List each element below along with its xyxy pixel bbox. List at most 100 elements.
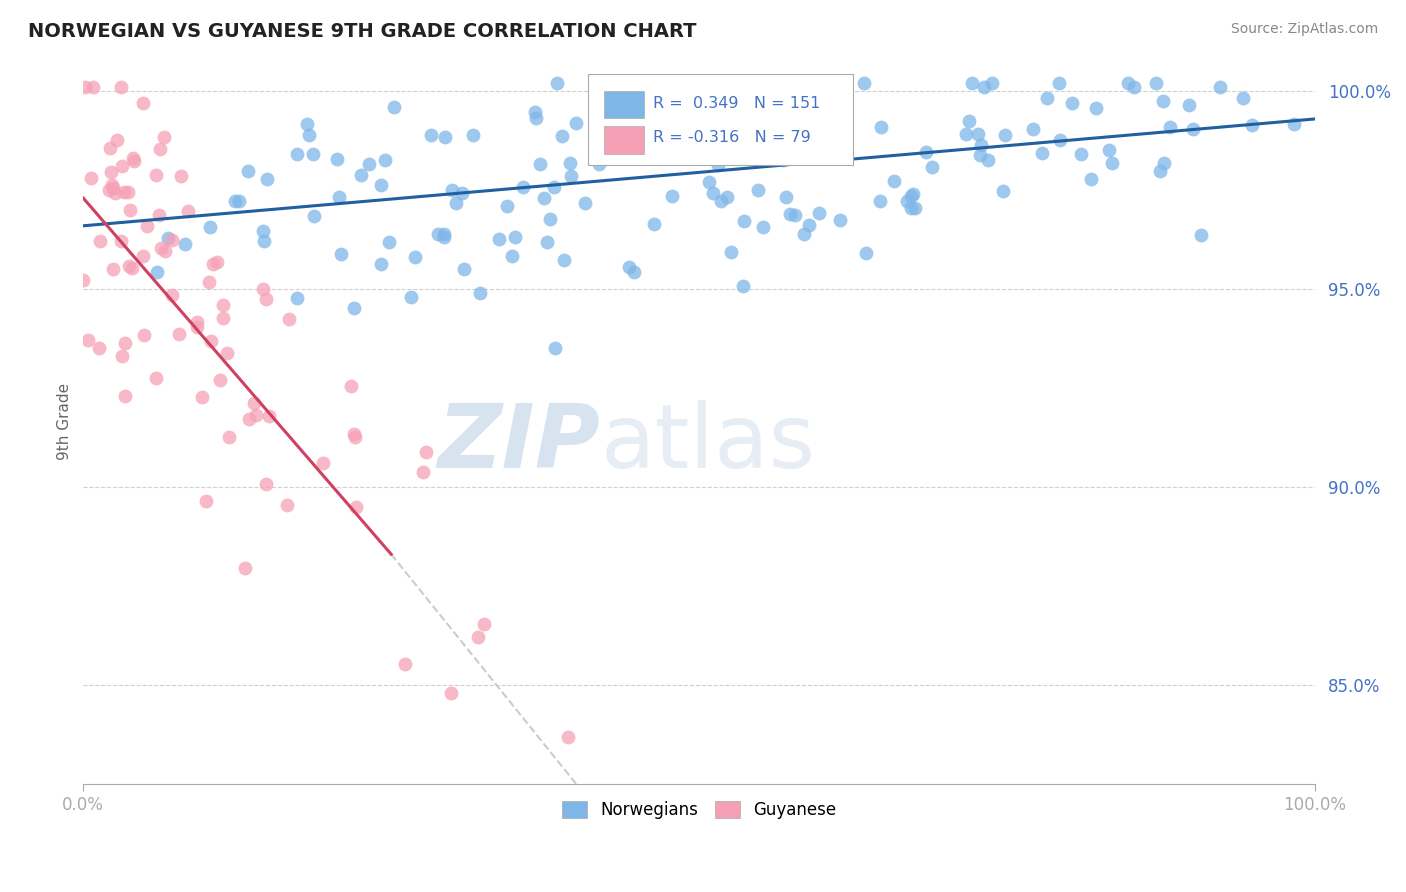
Point xyxy=(533,191,555,205)
Point xyxy=(110,234,132,248)
Point xyxy=(785,93,807,107)
Point xyxy=(955,127,977,141)
Point xyxy=(690,76,713,90)
Point xyxy=(811,111,834,125)
Point xyxy=(707,158,730,172)
Point xyxy=(623,265,645,279)
Point xyxy=(212,311,235,326)
Point xyxy=(276,499,298,513)
Point xyxy=(399,289,422,303)
Point xyxy=(697,175,720,189)
Point xyxy=(970,138,993,153)
Point xyxy=(112,185,135,199)
Point xyxy=(921,161,943,175)
Point xyxy=(132,95,155,110)
Point xyxy=(1282,117,1305,131)
Point xyxy=(167,326,190,341)
Point xyxy=(157,231,180,245)
Point xyxy=(772,153,794,167)
Point xyxy=(977,153,1000,168)
Point xyxy=(242,396,264,410)
Point xyxy=(162,287,184,301)
Legend: Norwegians, Guyanese: Norwegians, Guyanese xyxy=(555,795,842,826)
Point xyxy=(565,116,588,130)
Point xyxy=(546,76,568,90)
Point xyxy=(169,169,191,183)
Point xyxy=(149,142,172,156)
Point xyxy=(302,147,325,161)
Point xyxy=(177,204,200,219)
Point xyxy=(186,320,208,334)
Point xyxy=(524,111,547,125)
Point xyxy=(121,151,143,165)
Point xyxy=(1118,76,1140,90)
Point xyxy=(1085,101,1108,115)
Point xyxy=(797,218,820,232)
Point xyxy=(285,292,308,306)
Point xyxy=(114,336,136,351)
Point xyxy=(710,194,733,208)
Y-axis label: 9th Grade: 9th Grade xyxy=(58,383,72,460)
Point xyxy=(114,389,136,403)
Point xyxy=(208,373,231,387)
Point xyxy=(370,257,392,271)
Point xyxy=(1232,91,1254,105)
Point xyxy=(794,89,817,103)
Point xyxy=(72,273,94,287)
Point xyxy=(117,185,139,199)
Point xyxy=(745,146,768,161)
Point xyxy=(374,153,396,167)
Point xyxy=(467,631,489,645)
Point xyxy=(426,227,449,241)
Point xyxy=(394,657,416,671)
Point xyxy=(89,234,111,248)
Point xyxy=(228,194,250,209)
Point xyxy=(441,183,464,197)
Point xyxy=(1070,147,1092,161)
Point xyxy=(904,201,927,215)
Point xyxy=(512,180,534,194)
Point xyxy=(200,334,222,348)
Point xyxy=(233,561,256,575)
Point xyxy=(350,168,373,182)
Point xyxy=(190,390,212,404)
Point xyxy=(501,250,523,264)
Point xyxy=(831,139,853,153)
Point xyxy=(420,128,443,142)
Point xyxy=(1152,94,1174,108)
Point xyxy=(75,80,97,95)
Point xyxy=(785,208,807,222)
Point xyxy=(617,260,640,274)
Point xyxy=(312,456,335,470)
Point xyxy=(702,186,724,201)
Point xyxy=(433,227,456,242)
Point xyxy=(218,430,240,444)
Point xyxy=(718,147,741,161)
Point xyxy=(853,76,876,90)
Point xyxy=(720,244,742,259)
Point xyxy=(770,135,793,149)
Point xyxy=(357,157,380,171)
Point xyxy=(661,189,683,203)
Point xyxy=(991,184,1014,198)
Point xyxy=(135,219,157,234)
Point xyxy=(896,194,918,208)
Point xyxy=(201,257,224,271)
Point xyxy=(647,122,669,136)
Bar xyxy=(605,91,644,119)
Point xyxy=(134,327,156,342)
Point xyxy=(146,265,169,279)
Point xyxy=(1209,80,1232,95)
Point xyxy=(543,180,565,194)
Point xyxy=(636,105,658,120)
Point xyxy=(869,194,891,208)
Point xyxy=(733,213,755,227)
Point xyxy=(733,278,755,293)
Point xyxy=(404,251,426,265)
Point xyxy=(186,316,208,330)
Point xyxy=(747,183,769,197)
Point xyxy=(830,136,852,150)
Point xyxy=(415,444,437,458)
Point xyxy=(957,114,980,128)
Point xyxy=(488,231,510,245)
